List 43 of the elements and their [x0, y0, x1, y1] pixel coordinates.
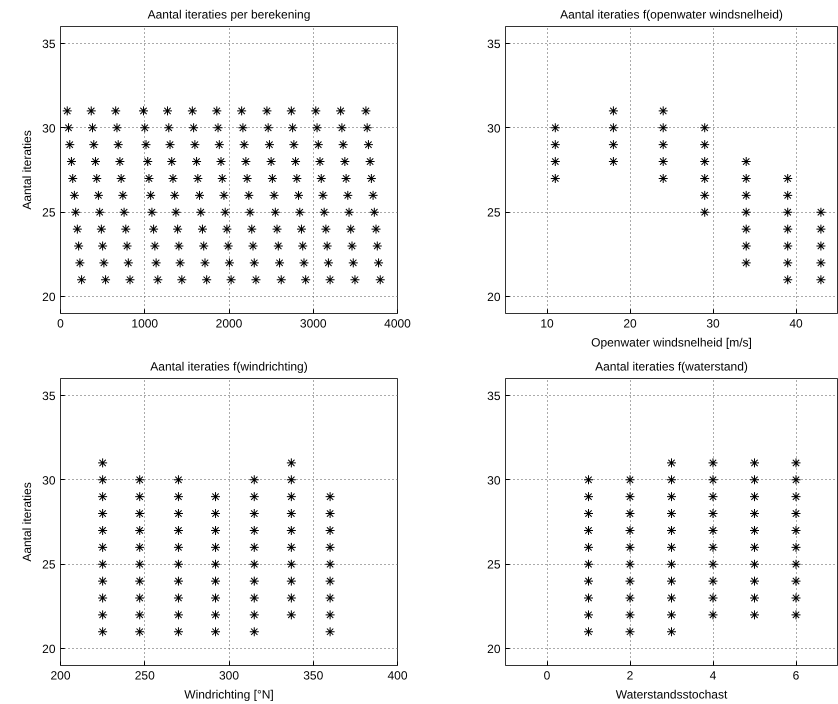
y-tick-label: 30: [42, 121, 56, 136]
chart-title: Aantal iteraties f(openwater windsnelheid): [560, 8, 783, 22]
x-axis-title: Windrichting [°N]: [184, 688, 274, 702]
y-tick-label: 35: [487, 36, 501, 51]
y-tick-label: 35: [42, 388, 56, 403]
y-tick-label: 25: [487, 558, 501, 572]
x-tick-label: 300: [218, 668, 240, 682]
chart-title: Aantal iteraties per berekening: [148, 8, 310, 22]
y-tick-label: 25: [42, 558, 56, 572]
y-tick-label: 20: [42, 642, 56, 656]
x-tick-label: 4000: [384, 316, 412, 330]
x-tick-label: 4: [710, 668, 717, 682]
y-tick-label: 20: [42, 290, 56, 304]
x-tick-label: 2000: [216, 316, 243, 330]
x-tick-label: 400: [387, 668, 408, 682]
y-axis-title: Aantal iteraties: [20, 130, 34, 210]
x-axis-title: Waterstandsstochast: [616, 688, 728, 702]
y-tick-label: 35: [42, 36, 56, 51]
x-tick-label: 2: [626, 668, 634, 682]
y-tick-label: 20: [487, 290, 501, 304]
y-tick-label: 25: [42, 206, 56, 220]
chart-title: Aantal iteraties f(windrichting): [150, 360, 308, 374]
y-tick-label: 20: [487, 642, 501, 656]
y-tick-label: 35: [487, 388, 501, 403]
x-tick-label: 30: [706, 316, 720, 330]
x-tick-label: 250: [134, 668, 156, 682]
y-tick-label: 25: [487, 206, 501, 220]
y-tick-label: 30: [487, 121, 501, 136]
x-axis-title: Openwater windsnelheid [m/s]: [591, 336, 752, 350]
x-tick-label: 20: [623, 316, 637, 330]
y-axis-title: Aantal iteraties: [20, 482, 34, 562]
chart-title: Aantal iteraties f(waterstand): [595, 360, 748, 374]
y-tick-label: 30: [42, 473, 56, 488]
x-tick-label: 0: [544, 668, 551, 682]
x-tick-label: 40: [789, 316, 803, 330]
x-tick-label: 1000: [131, 316, 158, 330]
x-tick-label: 350: [303, 668, 324, 682]
x-tick-label: 6: [792, 668, 800, 682]
x-tick-label: 200: [50, 668, 71, 682]
x-tick-label: 0: [57, 316, 64, 330]
x-tick-label: 3000: [300, 316, 327, 330]
x-tick-label: 10: [540, 316, 554, 330]
y-tick-label: 30: [487, 473, 501, 488]
